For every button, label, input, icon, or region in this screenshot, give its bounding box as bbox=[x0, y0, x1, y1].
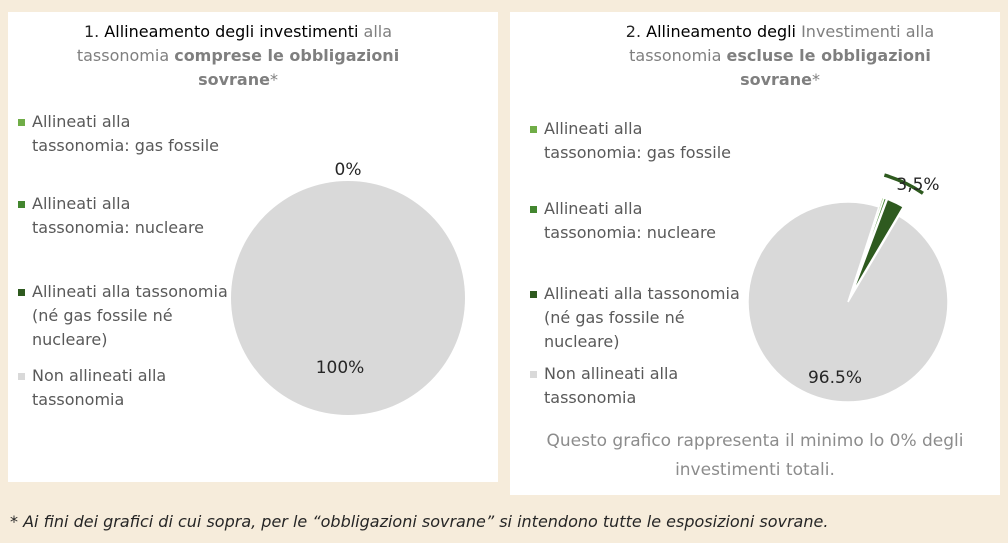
title-part: escluse le obbligazioni sovrane bbox=[726, 46, 937, 89]
legend-label: Allineati alla tassonomia: gas fossile bbox=[32, 112, 219, 155]
title-part: comprese le obbligazioni sovrane bbox=[174, 46, 405, 89]
legend-swatch bbox=[530, 371, 537, 378]
legend-swatch bbox=[18, 289, 25, 296]
data-label: 96.5% bbox=[808, 368, 862, 388]
legend-swatch bbox=[18, 119, 25, 126]
pie-slice bbox=[850, 197, 888, 293]
legend-swatch bbox=[18, 201, 25, 208]
chart-panel: 1. Allineamento degli investimenti alla … bbox=[8, 12, 498, 482]
legend-item: Allineati alla tassonomia: gas fossile bbox=[530, 117, 744, 165]
legend-label: Allineati alla tassonomia: nucleare bbox=[32, 194, 205, 237]
chart-panel: 2. Allineamento degli Investimenti alla … bbox=[510, 12, 1000, 495]
legend-label: Allineati alla tassonomia (né gas fossil… bbox=[544, 284, 740, 351]
legend-swatch bbox=[530, 206, 537, 213]
title-part: * bbox=[811, 70, 820, 89]
title-part: alla tassonomia bbox=[76, 22, 398, 65]
pie-chart: 0% 100% bbox=[231, 160, 465, 415]
chart-title: 2. Allineamento degli Investimenti alla … bbox=[610, 20, 950, 92]
title-part: 2. bbox=[625, 22, 647, 41]
pie-slice bbox=[747, 201, 949, 403]
title-part: Investimenti alla tassonomia bbox=[629, 22, 940, 65]
title-part: * bbox=[269, 70, 278, 89]
data-label: 0% bbox=[335, 160, 362, 180]
legend-item: Allineati alla tassonomia: gas fossile bbox=[18, 110, 232, 158]
legend-item: Allineati alla tassonomia (né gas fossil… bbox=[530, 282, 744, 354]
legend-label: Allineati alla tassonomia: nucleare bbox=[544, 199, 717, 242]
title-part: Allineamento degli bbox=[646, 22, 796, 41]
legend-item: Allineati alla tassonomia (né gas fossil… bbox=[18, 280, 232, 352]
pie-slice bbox=[851, 198, 905, 294]
legend-swatch bbox=[18, 373, 25, 380]
pie-chart: 96.5% 3,5% bbox=[747, 173, 949, 403]
annotation-label: 3,5% bbox=[896, 175, 939, 195]
legend-label: Allineati alla tassonomia: gas fossile bbox=[544, 119, 731, 162]
legend-item: Non allineati alla tassonomia bbox=[530, 362, 744, 410]
data-label: 100% bbox=[316, 358, 365, 378]
title-part: Allineamento degli investimenti bbox=[104, 22, 359, 41]
legend-item: Allineati alla tassonomia: nucleare bbox=[18, 192, 232, 240]
footnote: * Ai fini dei grafici di cui sopra, per … bbox=[10, 512, 829, 531]
legend-item: Non allineati alla tassonomia bbox=[18, 364, 232, 412]
legend-label: Allineati alla tassonomia (né gas fossil… bbox=[32, 282, 228, 349]
chart-title: 1. Allineamento degli investimenti alla … bbox=[48, 20, 428, 92]
title-part: 1. bbox=[83, 22, 105, 41]
legend-swatch bbox=[530, 126, 537, 133]
chart-note: Questo grafico rappresenta il minimo lo … bbox=[546, 431, 964, 480]
legend-label: Non allineati alla tassonomia bbox=[544, 364, 679, 407]
annotation-arc bbox=[883, 173, 924, 195]
pie-slice bbox=[231, 181, 465, 415]
legend-swatch bbox=[530, 291, 537, 298]
legend-item: Allineati alla tassonomia: nucleare bbox=[530, 197, 744, 245]
legend-label: Non allineati alla tassonomia bbox=[32, 366, 167, 409]
